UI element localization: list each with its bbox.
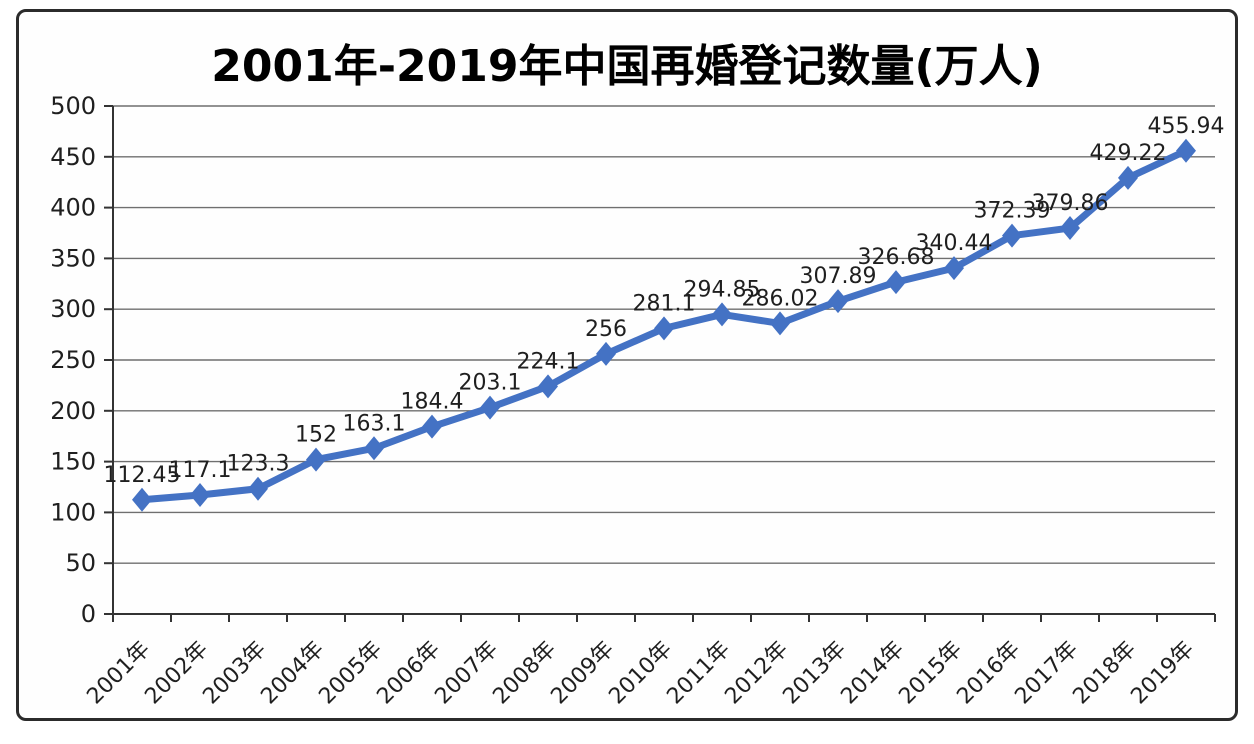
y-tick-label: 500 (50, 92, 96, 120)
data-point (712, 302, 732, 327)
x-tick-label: 2013年 (778, 637, 851, 710)
x-tick-label: 2003年 (198, 637, 271, 710)
data-label: 203.1 (459, 371, 522, 396)
data-label: 123.3 (227, 452, 290, 477)
data-point (770, 311, 790, 336)
y-tick-label: 250 (50, 346, 96, 374)
y-tick-label: 300 (50, 295, 96, 323)
x-tick-label: 2002年 (140, 637, 213, 710)
data-label: 112.45 (104, 463, 181, 488)
x-tick-label: 2004年 (256, 637, 329, 710)
x-tick-label: 2005年 (314, 637, 387, 710)
data-label: 286.02 (742, 286, 819, 311)
x-tick-label: 2009年 (546, 637, 619, 710)
data-point (480, 395, 500, 420)
x-tick-label: 2001年 (82, 637, 155, 710)
y-tick-label: 100 (50, 498, 96, 526)
data-point (1176, 138, 1196, 163)
data-label: 455.94 (1148, 114, 1225, 139)
data-point (364, 436, 384, 461)
data-point (654, 316, 674, 341)
chart-frame (16, 9, 1238, 721)
x-tick-label: 2018年 (1068, 637, 1141, 710)
data-point (1002, 223, 1022, 248)
x-tick-label: 2006年 (372, 637, 445, 710)
data-point (1060, 216, 1080, 241)
data-label: 379.86 (1032, 191, 1109, 216)
data-point (1118, 165, 1138, 190)
data-point (422, 414, 442, 439)
y-tick-label: 50 (65, 549, 96, 577)
data-label: 294.85 (684, 277, 761, 302)
chart-title: 2001年-2019年中国再婚登记数量(万人) (211, 41, 1043, 92)
x-tick-label: 2010年 (604, 637, 677, 710)
data-point (132, 487, 152, 512)
x-tick-label: 2008年 (488, 637, 561, 710)
x-tick-label: 2014年 (836, 637, 909, 710)
data-label: 429.22 (1090, 141, 1167, 166)
data-point (828, 289, 848, 314)
x-tick-label: 2016年 (952, 637, 1025, 710)
x-tick-label: 2019年 (1126, 637, 1199, 710)
y-tick-label: 400 (50, 194, 96, 222)
data-label: 256 (585, 317, 627, 342)
gridlines-group (113, 105, 1215, 564)
data-point (944, 256, 964, 281)
data-label: 326.68 (858, 245, 935, 270)
x-tick-label: 2011年 (662, 637, 735, 710)
data-label: 117.1 (169, 458, 232, 483)
axes-group: 0 50 100 150 200 250 300 350 400 450 500 2001年2002年… (50, 92, 1216, 710)
x-tick-label: 2017年 (1010, 637, 1083, 710)
y-tick-label: 0 (81, 600, 96, 628)
data-label: 340.44 (916, 231, 993, 256)
data-label: 184.4 (401, 390, 464, 415)
y-tick-label: 350 (50, 244, 96, 272)
x-tick-label: 2015年 (894, 637, 967, 710)
data-point (248, 476, 268, 501)
x-tick-label: 2012年 (720, 637, 793, 710)
data-point (886, 270, 906, 295)
y-tick-label: 150 (50, 448, 96, 476)
data-label: 163.1 (343, 411, 406, 436)
data-label: 224.1 (517, 349, 580, 374)
data-label: 372.39 (974, 199, 1051, 224)
data-label: 281.1 (633, 291, 696, 316)
data-point (596, 341, 616, 366)
data-label: 152 (295, 423, 337, 448)
y-tick-label: 200 (50, 397, 96, 425)
data-point (190, 483, 210, 508)
data-point (538, 374, 558, 399)
data-point (306, 447, 326, 472)
y-tick-label: 450 (50, 143, 96, 171)
x-tick-label: 2007年 (430, 637, 503, 710)
series-group (132, 138, 1196, 512)
data-label: 307.89 (800, 264, 877, 289)
